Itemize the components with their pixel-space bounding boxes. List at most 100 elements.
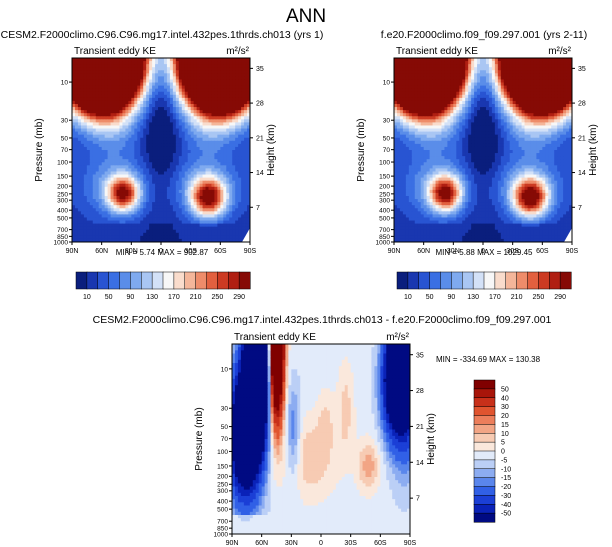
heatmap-cell — [158, 153, 162, 157]
heatmap-cell — [125, 196, 129, 200]
heatmap-cell — [101, 214, 106, 218]
heatmap-cell — [184, 131, 189, 136]
heatmap-cell — [238, 128, 242, 132]
heatmap-cell — [152, 58, 156, 62]
heatmap-cell — [101, 134, 106, 139]
heatmap-cell — [509, 119, 514, 123]
heatmap-cell — [161, 131, 165, 136]
heatmap-cell — [119, 229, 123, 234]
heatmap-cell — [77, 131, 82, 136]
heatmap-cell — [169, 110, 174, 114]
heatmap-cell — [92, 232, 97, 237]
heatmap-cell — [196, 205, 200, 209]
heatmap-cell — [229, 146, 233, 151]
heatmap-cell — [518, 88, 522, 93]
heatmap-cell — [241, 119, 245, 123]
heatmap-cell — [187, 205, 192, 209]
heatmap-cell — [169, 76, 174, 80]
heatmap-cell — [241, 159, 245, 163]
heatmap-cell — [184, 134, 189, 139]
heatmap-cell — [241, 146, 245, 151]
heatmap-cell — [172, 229, 177, 234]
heatmap-cell — [193, 134, 197, 139]
heatmap-cell — [113, 189, 117, 194]
heatmap-cell — [214, 223, 218, 228]
heatmap-cell — [163, 159, 168, 163]
heatmap-cell — [193, 146, 197, 151]
heatmap-cell — [211, 180, 215, 185]
heatmap-cell — [503, 88, 508, 93]
heatmap-cell — [193, 82, 197, 86]
heatmap-cell — [172, 97, 177, 102]
heatmap-cell — [217, 229, 221, 234]
heatmap-cell — [137, 174, 141, 178]
heatmap-cell — [134, 122, 138, 126]
heatmap-cell — [128, 156, 132, 160]
heatmap-cell — [459, 85, 463, 90]
heatmap-cell — [396, 61, 401, 65]
heatmap-cell — [163, 70, 168, 74]
heatmap-cell — [163, 156, 168, 160]
heatmap-cell — [92, 180, 97, 185]
heatmap-cell — [140, 174, 144, 178]
heatmap-cell — [116, 205, 120, 209]
heatmap-cell — [566, 113, 570, 117]
heatmap-cell — [140, 235, 144, 240]
heatmap-cell — [426, 104, 430, 108]
heatmap-cell — [399, 70, 404, 74]
heatmap-cell — [405, 64, 410, 68]
heatmap-cell — [190, 156, 195, 160]
heatmap-cell — [149, 153, 153, 157]
heatmap-cell — [104, 162, 108, 166]
heatmap-cell — [220, 165, 224, 169]
heatmap-cell — [485, 67, 490, 71]
heatmap-cell — [491, 58, 496, 62]
heatmap-cell — [143, 91, 147, 96]
heatmap-cell — [178, 189, 183, 194]
heatmap-cell — [196, 150, 200, 154]
heatmap-cell — [190, 116, 195, 120]
heatmap-cell — [72, 85, 76, 90]
heatmap-cell — [155, 94, 159, 99]
heatmap-cell — [122, 67, 126, 71]
heatmap-cell — [235, 85, 239, 90]
heatmap-cell — [143, 162, 147, 166]
heatmap-cell — [539, 58, 543, 62]
heatmap-cell — [155, 202, 159, 206]
heatmap-cell — [178, 205, 183, 209]
heatmap-cell — [238, 165, 242, 169]
heatmap-cell — [241, 171, 245, 175]
heatmap-cell — [247, 110, 250, 114]
heatmap-cell — [169, 153, 174, 157]
heatmap-cell — [113, 131, 117, 136]
heatmap-cell — [86, 183, 91, 188]
heatmap-cell — [116, 177, 120, 182]
heatmap-cell — [146, 168, 150, 172]
heatmap-cell — [77, 177, 82, 182]
heatmap-cell — [178, 79, 183, 83]
heatmap-cell — [143, 208, 147, 212]
heatmap-cell — [190, 192, 195, 197]
heatmap-cell — [462, 116, 466, 120]
heatmap-cell — [131, 116, 135, 120]
heatmap-cell — [530, 110, 534, 114]
heatmap-cell — [155, 180, 159, 185]
heatmap-cell — [104, 168, 108, 172]
heatmap-cell — [241, 113, 245, 117]
heatmap-cell — [524, 122, 528, 126]
heatmap-cell — [515, 73, 519, 77]
heatmap-cell — [163, 73, 168, 77]
heatmap-cell — [217, 122, 221, 126]
heatmap-cell — [402, 107, 407, 111]
heatmap-cell — [238, 238, 242, 242]
heatmap-cell — [175, 107, 180, 111]
heatmap-cell — [92, 205, 97, 209]
heatmap-cell — [95, 186, 100, 191]
heatmap-cell — [560, 85, 564, 90]
heatmap-cell — [86, 196, 91, 200]
heatmap-cell — [107, 116, 111, 120]
heatmap-cell — [199, 146, 203, 151]
heatmap-cell — [74, 134, 79, 139]
heatmap-cell — [86, 61, 91, 65]
heatmap-cell — [223, 180, 227, 185]
